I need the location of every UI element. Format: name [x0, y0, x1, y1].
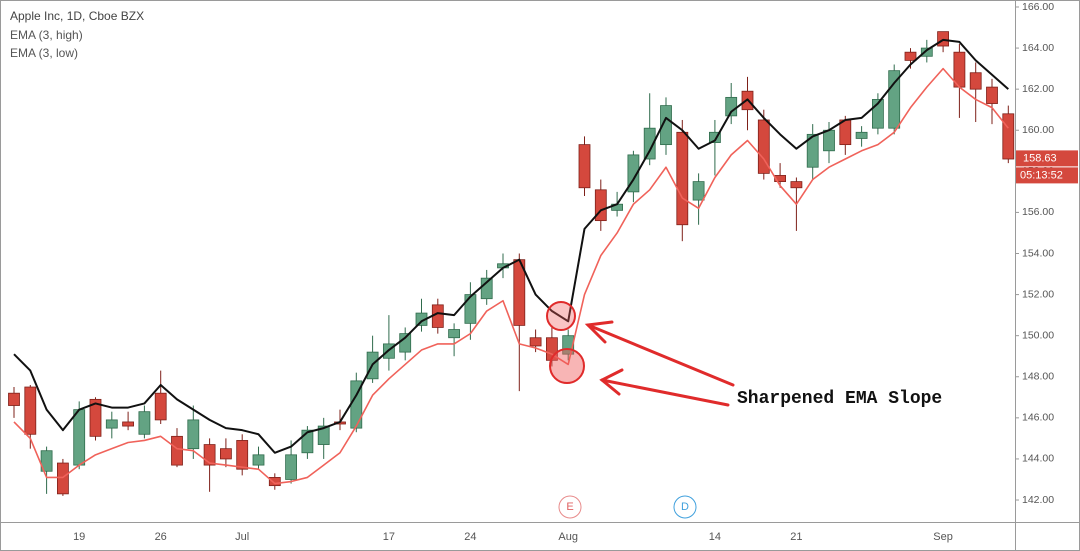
candle-body [692, 181, 705, 201]
legend-entry: EMA (3, low) [10, 46, 78, 60]
candle-body [986, 86, 998, 104]
y-tick-label: 152.00 [1022, 288, 1054, 300]
candle-body [8, 392, 20, 406]
candle-body [529, 337, 542, 347]
candle-body [937, 31, 949, 47]
candle-body [888, 70, 901, 129]
candle-body [285, 454, 298, 480]
candle-body [969, 72, 982, 90]
y-tick-label: 164.00 [1022, 42, 1054, 54]
x-tick-label: 19 [73, 531, 85, 543]
countdown-bg [1016, 167, 1078, 184]
candle-body [236, 440, 249, 470]
candle-body [431, 304, 444, 328]
arrows [584, 320, 735, 407]
candle-body [578, 144, 591, 189]
candle-body [562, 335, 575, 355]
candle-body [660, 105, 672, 146]
ema-line [13, 38, 1009, 454]
candle-body [187, 419, 200, 450]
y-tick-label: 154.00 [1022, 247, 1054, 259]
highlight-circle [546, 301, 576, 331]
candle-body [73, 409, 86, 466]
ema-line [13, 67, 1009, 485]
candle-body [676, 131, 689, 226]
annotation: Sharpened EMA Slope [737, 389, 942, 409]
candle-body [774, 175, 786, 183]
candle-body [709, 131, 721, 143]
candle-body [203, 444, 216, 466]
candle-body [855, 131, 868, 139]
event-marker[interactable] [673, 495, 697, 519]
candle-body [823, 129, 835, 152]
chart-title: Apple Inc, 1D, Cboe BZX [10, 9, 144, 23]
y-tick-label: 166.00 [1022, 1, 1054, 13]
highlight-circle [549, 348, 585, 384]
candle-body [24, 386, 37, 435]
candle-body [790, 181, 803, 189]
y-tick-label: 156.00 [1022, 206, 1054, 218]
candle-body [268, 477, 281, 487]
y-tick-label: 148.00 [1022, 371, 1054, 383]
legend-entry: EMA (3, high) [10, 28, 83, 42]
candle-body [839, 119, 852, 146]
event-marker[interactable] [558, 495, 582, 519]
price-label-bg [1016, 150, 1078, 167]
candle-body [872, 99, 884, 129]
candle-body [57, 462, 69, 495]
candle-body [448, 329, 461, 339]
y-tick-label: 144.00 [1022, 453, 1054, 465]
y-tick-label: 162.00 [1022, 83, 1054, 95]
countdown: 05:13:52 [1020, 169, 1063, 181]
candle-body [219, 448, 232, 460]
x-tick-label: 14 [709, 531, 721, 543]
candle-body [301, 429, 314, 454]
candle-body [317, 425, 330, 445]
event-label: E [566, 501, 573, 513]
candle-body [464, 294, 477, 324]
x-tick-label: Aug [558, 531, 578, 543]
candle-body [171, 435, 183, 466]
candle-body [1002, 113, 1015, 160]
y-tick-label: 146.00 [1022, 412, 1054, 424]
event-label: D [681, 501, 689, 513]
candle-body [105, 419, 118, 429]
candle-body [594, 189, 607, 222]
y-tick-label: 160.00 [1022, 124, 1054, 136]
x-tick-label: 17 [383, 531, 395, 543]
last-price: 158.63 [1023, 152, 1057, 164]
candle-body [643, 127, 656, 160]
x-tick-label: 26 [155, 531, 167, 543]
y-tick-label: 142.00 [1022, 494, 1054, 506]
candle-body [904, 51, 917, 61]
candle-body [252, 454, 265, 466]
plot [8, 31, 1015, 496]
x-tick-label: 24 [464, 531, 476, 543]
candle-body [154, 392, 167, 421]
x-tick-label: Sep [933, 531, 953, 543]
candle-body [138, 411, 151, 435]
candle-body [757, 119, 770, 174]
x-tick-label: 21 [790, 531, 802, 543]
candle-body [806, 133, 819, 168]
x-tick-label: Jul [235, 531, 249, 543]
candle-body [627, 154, 640, 193]
candle-body [40, 450, 53, 472]
candle-body [920, 47, 933, 57]
candle-body [89, 398, 102, 437]
y-tick-label: 150.00 [1022, 329, 1054, 341]
candle-body [122, 421, 134, 427]
